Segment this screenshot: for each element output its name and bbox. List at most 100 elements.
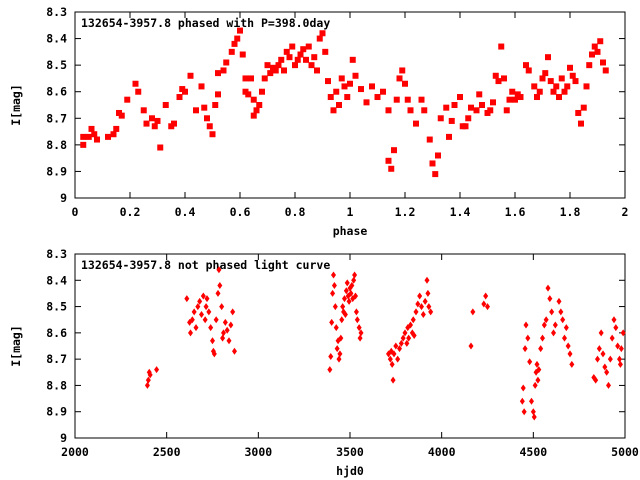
x-tick-label: 5000 [611,445,639,459]
data-point [404,96,411,103]
data-point [297,51,304,58]
x-tick-label: 3000 [244,445,272,459]
data-point [437,115,444,122]
data-point [536,88,543,95]
y-axis-label: I[mag] [9,325,23,367]
x-tick-label: 0.8 [285,205,306,219]
data-point [604,368,610,376]
data-point [182,88,188,95]
data-point [615,342,621,350]
data-point [564,83,571,90]
plot-frame [74,11,626,199]
data-point [171,120,177,127]
data-point [468,104,474,111]
data-point [531,83,538,90]
data-point [347,80,353,87]
data-point [289,43,296,50]
data-point [259,88,265,95]
x-tick-label: 1.2 [395,205,416,219]
data-point [451,102,458,108]
data-point [420,310,426,318]
data-point [539,75,546,82]
data-point [242,75,249,82]
data-point [91,131,98,138]
data-point [358,86,364,93]
data-point [325,78,331,85]
data-point [113,125,120,132]
data-point [216,266,222,274]
data-point [556,297,562,305]
data-point [385,157,392,164]
y-tick-label: 8.3 [46,247,67,261]
data-point [470,308,476,316]
data-point [400,334,406,342]
data-point [547,78,554,85]
data-point [349,282,355,290]
data-point [530,408,536,416]
data-point [600,59,606,66]
data-point [561,88,568,95]
data-point [328,353,334,361]
data-point [300,46,307,53]
data-point [144,381,150,389]
data-point [567,64,573,71]
data-point [399,67,406,74]
data-point [448,117,455,124]
data-point [393,342,399,350]
data-point [353,308,359,316]
data-point [501,75,507,82]
data-point [435,152,441,159]
data-point [222,318,228,326]
data-point [316,35,323,42]
data-point [149,115,155,122]
data-point [550,88,557,95]
data-point [545,54,551,61]
data-point [567,350,573,358]
data-point [575,109,582,116]
data-point [343,287,349,295]
data-point [272,67,279,74]
data-point [395,355,401,363]
data-point [213,316,219,324]
data-point [596,345,602,353]
data-point [332,303,338,311]
data-point [503,107,510,114]
data-point [327,94,334,101]
data-point [418,96,425,103]
data-point [209,131,216,138]
data-point [509,88,516,95]
data-point [189,316,195,324]
data-point [562,334,567,342]
data-point [600,350,606,358]
data-point [406,334,412,342]
x-tick-label: 1 [347,205,354,219]
y-tick-label: 8.9 [46,405,67,419]
data-point [529,397,534,405]
data-point [199,310,204,318]
data-point [333,88,340,95]
data-point [563,324,569,332]
data-point [593,376,599,384]
data-point [410,316,416,324]
data-point [231,40,238,47]
data-point [319,30,326,37]
data-point [261,75,268,82]
data-point [80,133,87,140]
data-point [519,397,525,405]
data-point [322,48,329,55]
data-point [176,94,183,101]
data-point [408,321,413,329]
data-point [512,96,518,103]
data-point [490,99,496,106]
data-point [88,125,95,132]
data-point [204,115,210,122]
data-point [346,297,352,305]
data-point [264,62,271,69]
x-tick-label: 0.6 [230,205,251,219]
x-axis-label: hjd0 [336,464,364,478]
data-point [540,334,545,342]
data-point [487,107,494,114]
data-point [253,107,260,114]
data-point [337,350,343,358]
data-point [572,78,579,85]
